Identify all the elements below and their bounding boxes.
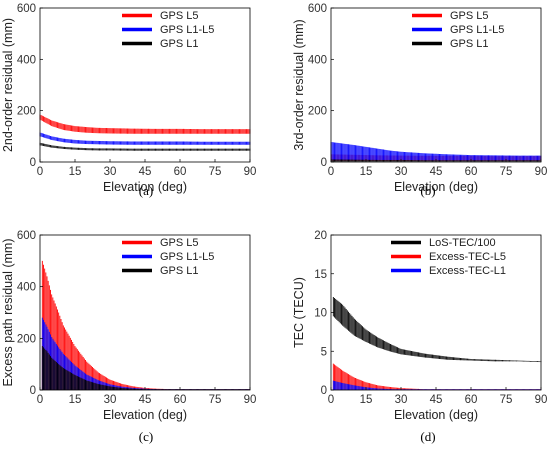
x-tick-label: 15 [360,166,373,178]
panel-3: 0 15 30 45 60 75 90 0 5 10 15 20 Elevation (deg) TEC … [292,230,547,422]
x-axis-label: Elevation (deg) [394,408,478,422]
caption-c: (c) [138,429,154,444]
x-tick-label: 0 [328,166,334,178]
y-tick-label: 200 [308,106,327,118]
legend-label: GPS L1 [160,265,199,277]
x-tick-label: 15 [360,394,373,406]
x-tick-label: 75 [500,166,513,178]
y-tick-label: 0 [321,157,327,169]
y-axis-label: Excess path residual (mm) [1,239,15,387]
x-tick-label: 60 [465,166,478,178]
x-tick-label: 90 [535,394,548,406]
y-tick-label: 400 [308,54,327,66]
y-tick-label: 0 [30,385,36,397]
x-axis-label: Elevation (deg) [103,180,187,194]
series-0-1 [39,132,251,145]
x-tick-label: 60 [174,394,187,406]
x-tick-label: 0 [37,166,43,178]
x-tick-label: 0 [37,394,43,406]
y-tick-label: 20 [314,230,327,242]
x-tick-label: 60 [174,166,187,178]
y-tick-label: 0 [30,157,36,169]
x-tick-label: 30 [104,166,117,178]
legend-label: GPS L5 [160,10,199,22]
y-tick-label: 200 [17,333,36,345]
x-tick-label: 90 [244,166,257,178]
legend-label: GPS L1-L5 [160,24,214,36]
x-tick-label: 90 [535,166,548,178]
x-tick-label: 75 [209,166,222,178]
y-tick-label: 400 [17,54,36,66]
x-tick-label: 0 [328,394,334,406]
series-0-2 [39,142,251,151]
y-tick-label: 600 [17,3,36,15]
caption-b: (b) [420,183,436,198]
y-tick-label: 200 [17,106,36,118]
caption-d: (d) [420,429,436,444]
x-tick-label: 15 [69,394,82,406]
legend-label: GPS L1 [450,38,489,50]
legend-0: GPS L5 GPS L1-L5 GPS L1 [122,10,214,50]
x-tick-label: 30 [395,394,408,406]
y-tick-label: 600 [17,230,36,242]
legend-1: GPS L5 GPS L1-L5 GPS L1 [412,10,504,50]
panel-0: 0 15 30 45 60 75 90 0 200 400 600 Elevation (deg) 2n… [1,3,256,194]
caption-a: (a) [138,183,154,198]
y-tick-label: 0 [321,385,327,397]
x-tick-label: 45 [139,166,152,178]
y-tick-label: 10 [314,308,327,320]
x-tick-label: 60 [465,394,478,406]
x-tick-label: 90 [244,394,257,406]
y-axis-label: 3rd-order residual (mm) [292,19,306,150]
legend-label: GPS L5 [450,10,489,22]
series-0-0 [39,114,251,134]
y-axis-label: TEC (TECU) [292,277,306,348]
x-tick-label: 75 [500,394,513,406]
y-tick-label: 600 [308,3,327,15]
y-axis-label: 2nd-order residual (mm) [1,18,15,152]
x-axis-label: Elevation (deg) [394,180,478,194]
legend-3: LoS-TEC/100 Excess-TEC-L5 Excess-TEC-L1 [391,237,506,277]
y-tick-label: 15 [314,269,327,281]
panel-1: 0 15 30 45 60 75 90 0 200 400 600 Elevation (deg) 3r… [292,3,547,194]
legend-label: LoS-TEC/100 [429,237,496,249]
y-tick-label: 400 [17,282,36,294]
x-tick-label: 45 [139,394,152,406]
legend-2: GPS L5 GPS L1-L5 GPS L1 [122,237,214,277]
x-tick-label: 45 [430,394,443,406]
y-tick-label: 5 [321,346,327,358]
legend-label: Excess-TEC-L1 [429,265,506,277]
series-1-1 [330,141,542,161]
x-axis-label: Elevation (deg) [103,408,187,422]
legend-label: GPS L1-L5 [450,24,504,36]
x-tick-label: 45 [430,166,443,178]
legend-label: Excess-TEC-L5 [429,251,506,263]
x-tick-label: 30 [104,394,117,406]
x-tick-label: 30 [395,166,408,178]
series-3-0 [332,297,542,363]
x-tick-label: 75 [209,394,222,406]
legend-label: GPS L1-L5 [160,251,214,263]
x-tick-label: 15 [69,166,82,178]
legend-label: GPS L1 [160,38,199,50]
legend-label: GPS L5 [160,237,199,249]
panel-2: 0 15 30 45 60 75 90 0 200 400 600 Elevation (deg) Ex… [1,230,256,422]
series-3-1 [332,363,542,390]
